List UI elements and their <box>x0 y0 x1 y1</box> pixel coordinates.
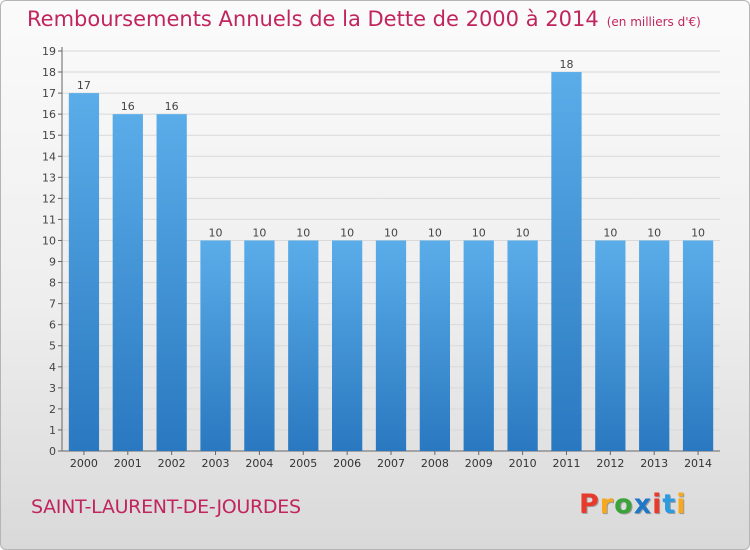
chart-title: Remboursements Annuels de la Dette de 20… <box>27 7 701 31</box>
data-label: 10 <box>296 226 310 239</box>
bar-2006[interactable] <box>331 240 363 451</box>
data-label: 10 <box>603 226 617 239</box>
x-tick-label: 2010 <box>509 457 537 470</box>
y-tick-label: 14 <box>42 150 56 163</box>
y-tick-label: 0 <box>49 445 56 458</box>
x-tick-label: 2014 <box>684 457 712 470</box>
y-tick-label: 7 <box>49 298 56 311</box>
logo-letter: o <box>614 489 634 520</box>
y-tick-label: 10 <box>42 234 56 247</box>
bars <box>68 72 714 452</box>
bar-2001[interactable] <box>112 114 143 451</box>
data-label: 10 <box>691 226 705 239</box>
y-tick-label: 6 <box>49 319 56 332</box>
bar-2004[interactable] <box>244 240 275 451</box>
x-tick-label: 2009 <box>465 457 493 470</box>
data-label: 10 <box>428 226 442 239</box>
y-tick-label: 9 <box>49 256 56 269</box>
bar-2010[interactable] <box>507 240 538 451</box>
bar-2000[interactable] <box>68 93 100 452</box>
data-label: 16 <box>165 100 179 113</box>
y-tick-label: 4 <box>49 361 56 374</box>
y-tick-label: 5 <box>49 340 56 353</box>
x-tick-label: 2013 <box>640 457 668 470</box>
bar-2014[interactable] <box>682 240 714 451</box>
data-label: 10 <box>209 226 223 239</box>
y-tick-label: 13 <box>42 171 56 184</box>
x-tick-label: 2001 <box>114 457 142 470</box>
y-tick-label: 12 <box>42 192 56 205</box>
x-tick-label: 2008 <box>421 457 449 470</box>
y-tick-label: 18 <box>42 66 56 79</box>
unit-label: (en milliers d'€) <box>606 15 701 29</box>
y-tick-label: 11 <box>42 213 56 226</box>
bar-2008[interactable] <box>419 240 451 451</box>
x-tick-label: 2004 <box>245 457 273 470</box>
y-tick-label: 19 <box>42 45 56 58</box>
commune-name: SAINT-LAURENT-DE-JOURDES <box>31 496 301 518</box>
bar-2013[interactable] <box>639 240 670 451</box>
logo-letter: x <box>633 489 653 520</box>
y-tick-label: 1 <box>49 424 56 437</box>
proxiti-logo[interactable]: Proxiti <box>579 489 687 520</box>
y-tick-label: 17 <box>42 87 56 100</box>
x-tick-label: 2002 <box>158 457 186 470</box>
data-label: 10 <box>472 226 486 239</box>
x-tick-label: 2005 <box>289 457 317 470</box>
data-label: 10 <box>384 226 398 239</box>
x-tick-label: 2000 <box>70 457 98 470</box>
bar-2009[interactable] <box>463 240 494 451</box>
y-tick-label: 16 <box>42 108 56 121</box>
x-tick-label: 2003 <box>202 457 230 470</box>
data-label: 17 <box>77 79 91 92</box>
bar-2002[interactable] <box>156 114 187 451</box>
data-label: 10 <box>252 226 266 239</box>
logo-letter: i <box>676 489 687 520</box>
y-tick-label: 2 <box>49 403 56 416</box>
y-tick-label: 3 <box>49 382 56 395</box>
data-label: 10 <box>647 226 661 239</box>
logo-letter: t <box>662 489 677 520</box>
logo-letter: r <box>599 489 615 520</box>
bar-2012[interactable] <box>595 240 626 451</box>
bar-2007[interactable] <box>375 240 407 451</box>
x-tick-label: 2007 <box>377 457 405 470</box>
data-label: 10 <box>516 226 530 239</box>
bar-2011[interactable] <box>551 72 582 451</box>
bar-2005[interactable] <box>288 240 319 451</box>
title-text: Remboursements Annuels de la Dette de 20… <box>27 7 599 31</box>
labels: 0123456789101112131415161718191720001620… <box>42 45 712 470</box>
logo-letter: P <box>579 489 600 520</box>
logo-letter: i <box>652 489 663 520</box>
y-tick-label: 8 <box>49 277 56 290</box>
data-label: 10 <box>340 226 354 239</box>
x-tick-label: 2011 <box>552 457 580 470</box>
data-label: 16 <box>121 100 135 113</box>
x-tick-label: 2006 <box>333 457 361 470</box>
x-tick-label: 2012 <box>596 457 624 470</box>
y-tick-label: 15 <box>42 129 56 142</box>
bar-2003[interactable] <box>200 240 231 451</box>
data-label: 18 <box>559 58 573 71</box>
